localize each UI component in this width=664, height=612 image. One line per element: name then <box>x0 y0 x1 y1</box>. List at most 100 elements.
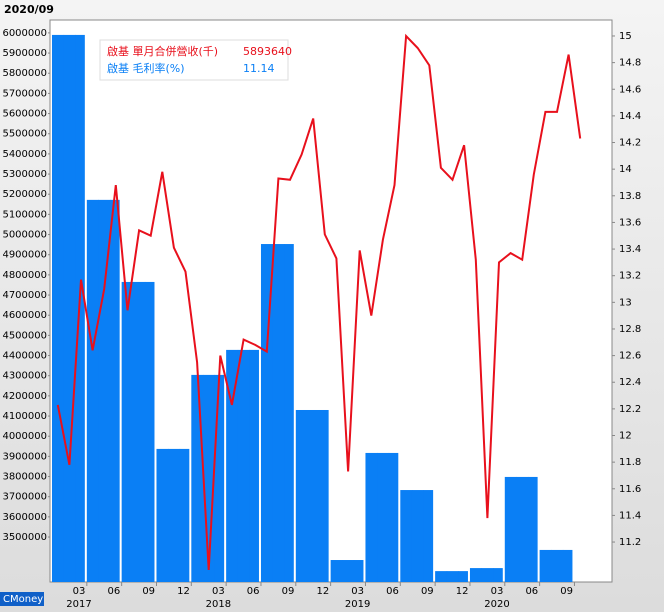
y-tick-label: 4300000 <box>2 371 47 382</box>
y-tick-label: 4200000 <box>2 391 47 402</box>
bar <box>179 448 190 582</box>
chart-title: 2020/09 <box>4 3 54 16</box>
bar <box>237 349 250 582</box>
y2-tick-label: 13 <box>619 297 632 308</box>
year-label: 2017 <box>66 599 91 610</box>
y-tick-label: 4900000 <box>2 250 47 261</box>
bar <box>284 244 294 582</box>
y-tick-label: 5400000 <box>2 149 47 160</box>
x-tick-label: 12 <box>316 586 329 597</box>
year-label: 2019 <box>345 599 370 610</box>
x-tick-label: 06 <box>386 586 399 597</box>
bar <box>446 571 459 582</box>
bar <box>469 568 483 582</box>
y-tick-label: 4800000 <box>2 270 47 281</box>
bar <box>423 490 434 582</box>
year-label: 2020 <box>484 599 509 610</box>
y-tick-label: 3600000 <box>2 512 47 523</box>
year-label: 2018 <box>206 599 231 610</box>
bar <box>400 490 413 582</box>
bar <box>307 409 320 582</box>
x-tick-label: 03 <box>491 586 504 597</box>
y-tick-label: 4600000 <box>2 310 47 321</box>
bar <box>144 281 155 582</box>
y-tick-label: 5900000 <box>2 48 47 59</box>
y-tick-label: 4100000 <box>2 411 47 422</box>
y-tick-label: 5700000 <box>2 88 47 99</box>
bar <box>528 476 538 582</box>
y2-tick-label: 11.6 <box>619 484 641 495</box>
bar <box>191 374 204 582</box>
bar <box>86 199 99 583</box>
y2-tick-label: 14.6 <box>619 84 641 95</box>
x-tick-label: 03 <box>73 586 86 597</box>
x-tick-label: 12 <box>177 586 190 597</box>
legend-value: 5893640 <box>243 45 292 58</box>
bar <box>272 244 285 582</box>
footer-box <box>0 592 44 606</box>
bar <box>260 244 274 582</box>
bar <box>458 571 468 582</box>
y2-tick-label: 12 <box>619 431 632 442</box>
bar <box>319 409 329 582</box>
bar <box>156 448 169 582</box>
line <box>56 33 582 571</box>
x-tick-label: 06 <box>247 586 260 597</box>
x-tick-label: 09 <box>421 586 434 597</box>
bar <box>168 448 181 582</box>
bar <box>121 281 134 582</box>
y2-tick-label: 13.6 <box>619 217 641 228</box>
x-tick-label: 06 <box>107 586 120 597</box>
bar <box>110 199 120 583</box>
y2-tick-label: 13.4 <box>619 244 641 255</box>
x-tick-label: 09 <box>282 586 295 597</box>
legend-value: 11.14 <box>243 62 275 75</box>
y2-tick-label: 12.8 <box>619 324 641 335</box>
bar <box>353 560 364 582</box>
y-tick-label: 4500000 <box>2 330 47 341</box>
bar <box>516 476 529 582</box>
y-tick-label: 5000000 <box>2 230 47 241</box>
bar <box>435 571 448 582</box>
y-tick-label: 5200000 <box>2 189 47 200</box>
y2-tick-label: 12.2 <box>619 404 641 415</box>
x-tick-label: 12 <box>456 586 469 597</box>
bar <box>377 452 390 582</box>
footer: CMoney <box>3 594 43 605</box>
x-tick-label: 06 <box>525 586 538 597</box>
legend-label: 啟基 毛利率(%) <box>107 61 185 75</box>
bar <box>342 560 355 582</box>
bar <box>562 549 573 582</box>
bar <box>365 452 378 582</box>
y-tick-label: 4000000 <box>2 431 47 442</box>
legend-box <box>99 39 289 81</box>
bar <box>214 374 225 582</box>
bar <box>249 349 259 582</box>
bar <box>63 34 76 583</box>
bar <box>411 490 425 582</box>
y2-tick-label: 14.8 <box>619 58 641 69</box>
y-tick-label: 3500000 <box>2 532 47 543</box>
bar <box>226 349 239 582</box>
x-tick-label: 03 <box>351 586 364 597</box>
x-tick-label: 03 <box>212 586 225 597</box>
y-tick-label: 6000000 <box>2 28 47 39</box>
bar <box>98 199 111 583</box>
y2-tick-label: 14.2 <box>619 138 641 149</box>
y-tick-label: 5100000 <box>2 209 47 220</box>
y-tick-label: 3800000 <box>2 472 47 483</box>
bar <box>504 476 517 582</box>
y2-tick-label: 15 <box>619 31 632 42</box>
y-tick-label: 4400000 <box>2 351 47 362</box>
x-tick-label: 09 <box>142 586 155 597</box>
bar <box>295 409 308 582</box>
y-tick-label: 3900000 <box>2 451 47 462</box>
bar <box>481 568 494 582</box>
y-tick-label: 4700000 <box>2 290 47 301</box>
y-tick-label: 3700000 <box>2 492 47 503</box>
y-tick-label: 5300000 <box>2 169 47 180</box>
bar <box>388 452 399 582</box>
y-tick-label: 5800000 <box>2 68 47 79</box>
y2-tick-label: 11.8 <box>619 457 641 468</box>
